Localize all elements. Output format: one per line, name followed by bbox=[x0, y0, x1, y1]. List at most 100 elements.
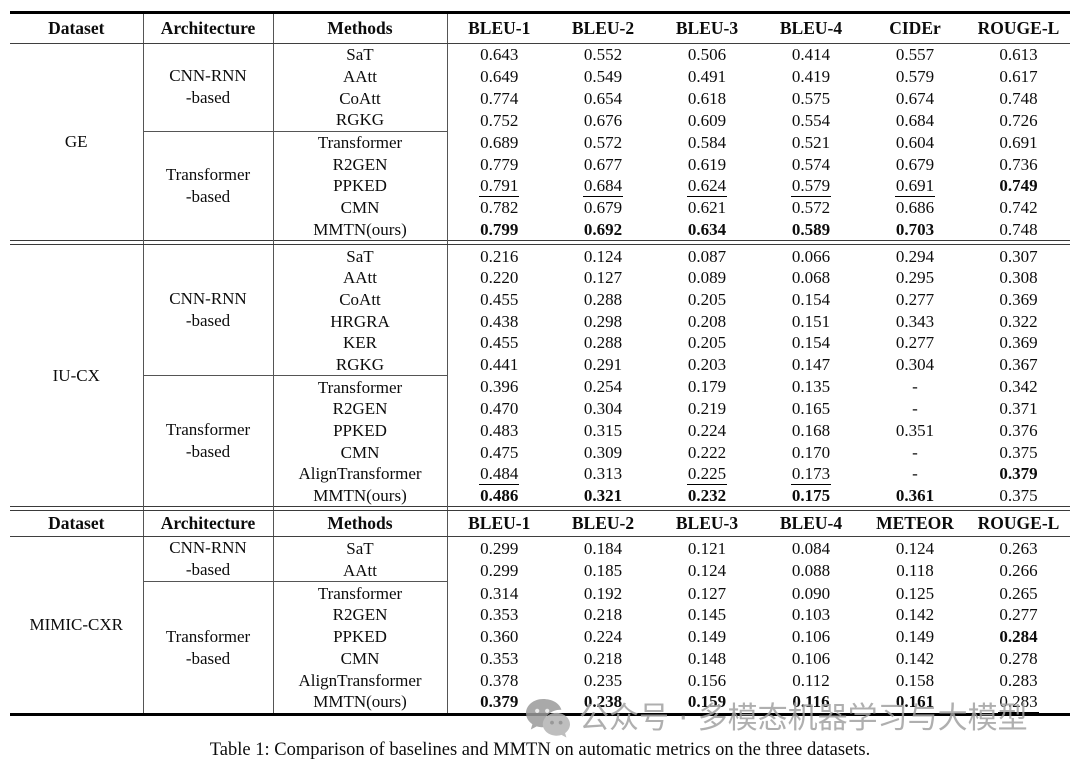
metric-value-cell: 0.679 bbox=[863, 153, 967, 175]
metric-value: 0.284 bbox=[999, 627, 1038, 647]
metric-value: 0.396 bbox=[480, 377, 519, 397]
metric-value: 0.125 bbox=[895, 583, 935, 603]
method-cell: PPKED bbox=[273, 625, 448, 648]
metric-value: 0.263 bbox=[999, 538, 1038, 558]
metric-value: 0.579 bbox=[895, 67, 935, 87]
metric-value-cell: 0.572 bbox=[759, 197, 863, 219]
metric-value: 0.634 bbox=[687, 219, 727, 239]
metric-value: 0.574 bbox=[791, 154, 831, 174]
metric-value: 0.124 bbox=[895, 538, 935, 558]
metric-value-cell: 0.149 bbox=[655, 626, 759, 648]
metric-value: 0.222 bbox=[687, 442, 727, 462]
metric-value-cell: 0.643 bbox=[447, 44, 551, 66]
metric-value: 0.692 bbox=[583, 219, 623, 239]
metric-value: 0.321 bbox=[583, 486, 623, 506]
metric-value: 0.342 bbox=[999, 377, 1038, 397]
method-cell: Transformer bbox=[273, 130, 448, 154]
metric-value: 0.149 bbox=[895, 627, 935, 647]
metric-value-cell: 0.159 bbox=[655, 690, 759, 716]
metric-value-cell: 0.584 bbox=[655, 131, 759, 153]
metric-value: 0.127 bbox=[583, 268, 623, 288]
method-cell: KER bbox=[273, 331, 448, 354]
metric-value-cell: 0.674 bbox=[863, 87, 967, 109]
metric-value: 0.589 bbox=[791, 219, 831, 239]
metric-value-cell: 0.379 bbox=[447, 690, 551, 716]
metric-value: 0.151 bbox=[791, 311, 831, 331]
metric-value-cell: 0.238 bbox=[551, 690, 655, 716]
metric-value-cell: 0.224 bbox=[551, 626, 655, 648]
metric-value: 0.154 bbox=[791, 333, 831, 353]
metric-value-cell: 0.613 bbox=[967, 44, 1070, 66]
metric-value-cell: 0.089 bbox=[655, 267, 759, 289]
metric-value: 0.315 bbox=[582, 421, 624, 442]
metric-value-cell: 0.151 bbox=[759, 310, 863, 332]
metric-value-cell: 0.486 bbox=[447, 485, 551, 507]
metric-value: 0.173 bbox=[790, 464, 832, 485]
metric-value: 0.216 bbox=[480, 246, 519, 266]
metric-value: 0.618 bbox=[687, 88, 727, 108]
metric-value: 0.220 bbox=[480, 268, 519, 288]
metric-value-cell: 0.748 bbox=[967, 219, 1070, 241]
metric-value: 0.106 bbox=[791, 648, 831, 668]
metric-value: 0.121 bbox=[687, 538, 727, 558]
metric-value-cell: 0.378 bbox=[447, 669, 551, 691]
metric-value: 0.175 bbox=[791, 486, 831, 506]
metric-value: 0.779 bbox=[480, 154, 519, 174]
metric-value-cell: 0.185 bbox=[551, 559, 655, 582]
metric-value-cell: 0.654 bbox=[551, 87, 655, 109]
table-row: AlignTransformer 0.484 0.313 0.225 0.173 - 0.3… bbox=[10, 463, 1070, 485]
metric-value-cell: 0.161 bbox=[863, 690, 967, 716]
metric-value-cell: 0.173 bbox=[759, 463, 863, 485]
table-row: AlignTransformer 0.378 0.235 0.156 0.112 0.15… bbox=[10, 669, 1070, 691]
metric-value-cell: 0.192 bbox=[551, 582, 655, 604]
metric-value: 0.124 bbox=[583, 246, 623, 266]
metric-value-cell: 0.617 bbox=[967, 66, 1070, 88]
metric-value-cell: 0.314 bbox=[447, 582, 551, 604]
metric-value-cell: 0.736 bbox=[967, 153, 1070, 175]
method-cell: R2GEN bbox=[273, 604, 448, 626]
metric-value: 0.112 bbox=[791, 670, 831, 691]
metric-value-cell: 0.549 bbox=[551, 66, 655, 88]
metric-value: 0.224 bbox=[583, 627, 623, 647]
metric-value-cell: 0.679 bbox=[551, 197, 655, 219]
metric-value-cell: 0.396 bbox=[447, 376, 551, 398]
col-header-metric: METEOR bbox=[863, 510, 967, 538]
dataset-cell: GE bbox=[10, 43, 144, 241]
method-cell: PPKED bbox=[273, 419, 448, 442]
metric-value: 0.161 bbox=[895, 692, 935, 712]
metric-value-cell: 0.216 bbox=[447, 245, 551, 267]
architecture-cell: Transformer -based bbox=[143, 581, 274, 716]
metric-value-cell: 0.121 bbox=[655, 537, 759, 560]
col-header-architecture: Architecture bbox=[143, 11, 274, 44]
table-row: R2GEN 0.779 0.677 0.619 0.574 0.679 0.736 bbox=[10, 153, 1070, 176]
metric-value: 0.371 bbox=[999, 399, 1038, 419]
metric-value: 0.089 bbox=[687, 268, 727, 288]
metric-value-cell: 0.283 bbox=[967, 690, 1070, 716]
metric-value: 0.299 bbox=[480, 538, 519, 558]
metric-value-cell: 0.175 bbox=[759, 485, 863, 507]
metric-value-cell: 0.313 bbox=[551, 463, 655, 485]
metric-value-cell: 0.124 bbox=[863, 537, 967, 560]
metric-value: 0.609 bbox=[687, 110, 727, 130]
method-cell: AAtt bbox=[273, 65, 448, 88]
metric-value-cell: 0.438 bbox=[447, 310, 551, 332]
metric-value-cell: 0.619 bbox=[655, 153, 759, 175]
metric-value-cell: 0.154 bbox=[759, 289, 863, 311]
metric-value-cell: 0.103 bbox=[759, 604, 863, 626]
metric-value-cell: 0.572 bbox=[551, 131, 655, 153]
metric-value: 0.124 bbox=[687, 561, 727, 581]
metric-value: 0.752 bbox=[480, 110, 519, 130]
metric-value: 0.686 bbox=[895, 198, 935, 218]
divider-segment bbox=[143, 240, 274, 246]
method-cell: SaT bbox=[273, 43, 448, 66]
method-cell: AlignTransformer bbox=[273, 669, 448, 691]
metric-value-cell: 0.677 bbox=[551, 153, 655, 175]
metric-value: 0.313 bbox=[583, 464, 623, 484]
table-row: AAtt 0.220 0.127 0.089 0.068 0.295 0.308 bbox=[10, 266, 1070, 289]
metric-value: 0.674 bbox=[895, 88, 935, 108]
metric-value: 0.748 bbox=[998, 219, 1039, 241]
col-header-dataset: Dataset bbox=[10, 510, 144, 538]
method-cell: Transformer bbox=[273, 581, 448, 605]
metric-value-cell: 0.106 bbox=[759, 626, 863, 648]
metric-value-cell: 0.649 bbox=[447, 66, 551, 88]
